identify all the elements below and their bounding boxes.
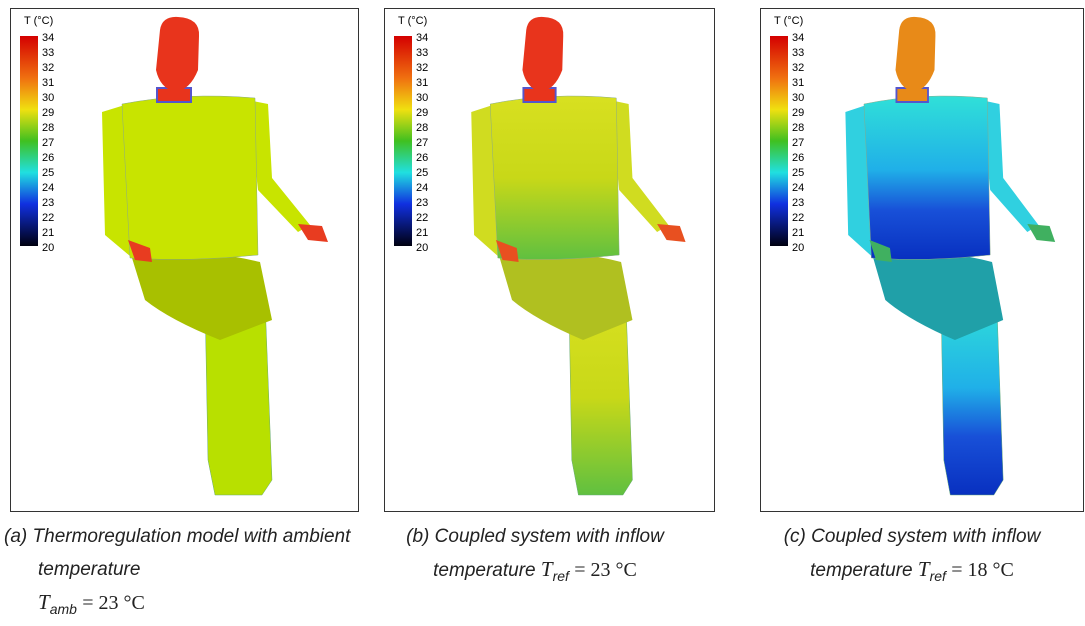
caption: (a) Thermoregulation model with ambient … [4, 520, 358, 626]
colorbar-tick-label: 22 [42, 212, 54, 224]
colorbar-tick-label: 31 [42, 77, 54, 89]
colorbar-tick-label: 25 [42, 167, 54, 179]
thigh [132, 252, 272, 340]
human-figure [845, 17, 1055, 495]
colorbar-tick-label: 32 [416, 62, 428, 74]
panel: T (°C) 34 33 32 31 30 29 28 27 26 25 24 23 22 21 20 [761, 9, 1084, 512]
caption-subscript: ref [553, 568, 569, 584]
colorbar-tick-label: 20 [42, 242, 54, 254]
colorbar-tick-label: 27 [792, 137, 804, 149]
colorbar-tick-label: 26 [416, 152, 428, 164]
caption-label: (a) [4, 526, 27, 547]
caption-symbol: T [541, 557, 553, 581]
colorbar-tick-label: 29 [792, 107, 804, 119]
colorbar [20, 36, 38, 246]
human-figure [471, 17, 685, 495]
colorbar-title: T (°C) [24, 15, 53, 27]
colorbar-tick-label: 20 [792, 242, 804, 254]
colorbar-tick-label: 27 [42, 137, 54, 149]
page: T (°C)343332313029282726252423222120T (°… [0, 0, 1085, 626]
colorbar-tick-label: 34 [42, 32, 54, 44]
thigh [873, 252, 1003, 340]
torso [490, 96, 619, 259]
colorbar-title: T (°C) [398, 15, 427, 27]
right-hand [298, 224, 328, 242]
colorbar-tick-label: 25 [792, 167, 804, 179]
head [156, 17, 199, 92]
colorbar-tick-label: 29 [416, 107, 428, 119]
colorbar-tick-label: 20 [416, 242, 428, 254]
colorbar-title: T (°C) [774, 15, 803, 27]
caption-text: Thermoregulation model with ambient temp… [33, 526, 351, 580]
colorbar-tick-label: 31 [792, 77, 804, 89]
colorbar-tick-label: 34 [792, 32, 804, 44]
colorbar-tick-label: 21 [416, 227, 428, 239]
colorbar-tick-label: 26 [792, 152, 804, 164]
colorbar-tick-label: 22 [416, 212, 428, 224]
colorbar-tick-label: 24 [792, 182, 804, 194]
colorbar-tick-label: 21 [792, 227, 804, 239]
caption: (c) Coupled system with inflow temperatu… [744, 520, 1080, 593]
caption-subscript: amb [50, 601, 77, 617]
colorbar-tick-label: 29 [42, 107, 54, 119]
caption-symbol: T [918, 557, 930, 581]
colorbar-tick-label: 22 [792, 212, 804, 224]
colorbar-tick-label: 23 [416, 197, 428, 209]
colorbar-tick-label: 32 [792, 62, 804, 74]
colorbar-tick-label: 30 [792, 92, 804, 104]
right-hand [1027, 224, 1055, 242]
caption-label: (b) [406, 526, 429, 547]
human-figure [102, 17, 328, 495]
colorbar-tick-label: 34 [416, 32, 428, 44]
colorbar-tick-label: 24 [42, 182, 54, 194]
torso [122, 96, 258, 259]
colorbar-tick-label: 32 [42, 62, 54, 74]
colorbar-tick-label: 28 [416, 122, 428, 134]
right-hand [657, 224, 685, 242]
colorbar-tick-label: 24 [416, 182, 428, 194]
colorbar-tick-label: 23 [42, 197, 54, 209]
caption-symbol: T [38, 590, 50, 614]
colorbar-tick-label: 33 [416, 47, 428, 59]
colorbar-tick-label: 23 [792, 197, 804, 209]
panel: T (°C) 34 33 32 31 30 29 28 27 26 25 24 23 22 21 20 [385, 9, 715, 512]
colorbar-tick-label: 21 [42, 227, 54, 239]
caption-equation: = 23 °C [574, 559, 637, 581]
colorbar-tick-label: 27 [416, 137, 428, 149]
caption: (b) Coupled system with inflow temperatu… [370, 520, 700, 593]
colorbar-tick-label: 25 [416, 167, 428, 179]
colorbar [394, 36, 412, 246]
caption-label: (c) [784, 526, 806, 547]
colorbar-tick-label: 30 [416, 92, 428, 104]
colorbar-tick-label: 26 [42, 152, 54, 164]
colorbar [770, 36, 788, 246]
thigh [500, 252, 633, 340]
head [522, 17, 563, 92]
caption-subscript: ref [930, 568, 946, 584]
panel: T (°C) 34 33 32 31 30 29 28 27 26 25 24 23 22 21 20 [11, 9, 359, 512]
colorbar-tick-label: 33 [42, 47, 54, 59]
caption-equation: = 18 °C [951, 559, 1014, 581]
head [896, 17, 936, 92]
caption-equation: = 23 °C [82, 592, 145, 614]
colorbar-tick-label: 30 [42, 92, 54, 104]
colorbar-tick-label: 28 [42, 122, 54, 134]
torso [864, 96, 990, 259]
colorbar-tick-label: 33 [792, 47, 804, 59]
colorbar-tick-label: 28 [792, 122, 804, 134]
colorbar-tick-label: 31 [416, 77, 428, 89]
